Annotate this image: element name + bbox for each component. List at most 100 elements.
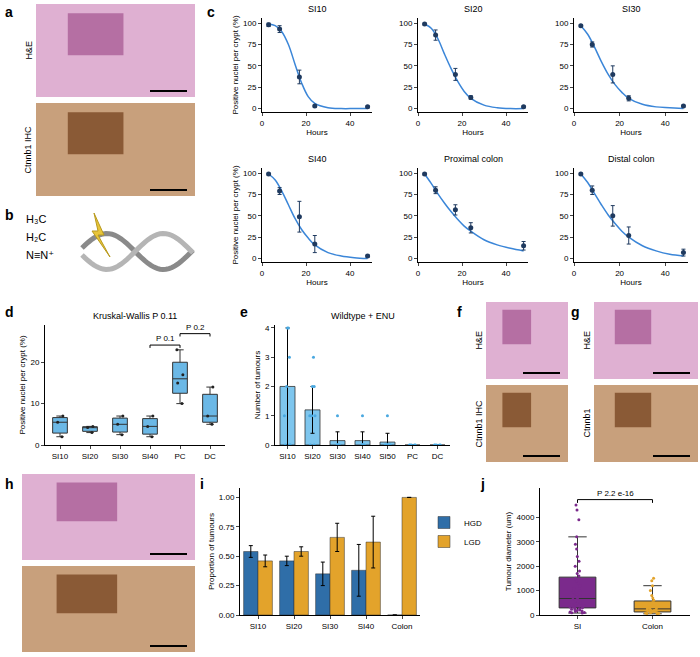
svg-text:Tumour diameter (um): Tumour diameter (um): [504, 512, 513, 592]
svg-text:0: 0: [252, 104, 257, 113]
svg-text:0: 0: [408, 104, 413, 113]
svg-text:a: a: [5, 4, 13, 20]
svg-text:SI20: SI20: [286, 622, 303, 631]
svg-text:SI50: SI50: [379, 452, 396, 461]
svg-text:4: 4: [265, 324, 270, 333]
svg-text:Hours: Hours: [306, 278, 327, 287]
svg-text:1: 1: [265, 412, 270, 421]
svg-text:Distal colon: Distal colon: [608, 154, 655, 164]
svg-text:0: 0: [35, 441, 40, 450]
svg-text:Proportion of tumours: Proportion of tumours: [207, 513, 216, 590]
svg-text:SI30: SI30: [112, 452, 129, 461]
svg-text:100: 100: [555, 169, 569, 178]
svg-text:0: 0: [260, 269, 265, 278]
svg-text:0: 0: [564, 254, 569, 263]
svg-text:H₂C: H₂C: [26, 231, 46, 243]
svg-text:Wildtype + ENU: Wildtype + ENU: [331, 311, 395, 321]
svg-text:j: j: [480, 476, 485, 492]
svg-text:H&E: H&E: [474, 331, 484, 350]
svg-text:d: d: [5, 304, 14, 320]
svg-text:Proximal colon: Proximal colon: [444, 154, 503, 164]
svg-text:N≡N⁺: N≡N⁺: [26, 249, 54, 261]
svg-text:100: 100: [555, 19, 569, 28]
svg-text:20: 20: [30, 358, 39, 367]
svg-text:25: 25: [247, 83, 256, 92]
svg-text:4000: 4000: [517, 513, 535, 522]
svg-text:0: 0: [564, 104, 569, 113]
svg-text:H&E: H&E: [24, 41, 34, 60]
svg-text:Ctnnb1: Ctnnb1: [582, 408, 592, 437]
svg-text:20: 20: [615, 119, 624, 128]
svg-text:PC: PC: [407, 452, 418, 461]
svg-text:2000: 2000: [517, 562, 535, 571]
svg-text:Hours: Hours: [462, 128, 483, 137]
svg-text:50: 50: [403, 62, 412, 71]
svg-text:0: 0: [265, 441, 270, 450]
svg-text:40: 40: [346, 119, 355, 128]
svg-text:SI20: SI20: [464, 4, 483, 14]
svg-text:40: 40: [661, 269, 670, 278]
svg-text:Hours: Hours: [620, 278, 641, 287]
svg-text:40: 40: [346, 269, 355, 278]
svg-text:0: 0: [530, 611, 535, 620]
svg-text:1000: 1000: [517, 586, 535, 595]
svg-text:Hours: Hours: [306, 128, 327, 137]
svg-text:Ctnnb1 IHC: Ctnnb1 IHC: [474, 400, 484, 448]
svg-text:Colon: Colon: [392, 622, 413, 631]
svg-text:g: g: [571, 304, 580, 320]
svg-text:SI30: SI30: [322, 622, 339, 631]
svg-text:0: 0: [572, 269, 577, 278]
svg-text:0.00: 0.00: [219, 611, 235, 620]
svg-text:Kruskal-Wallis P 0.11: Kruskal-Wallis P 0.11: [93, 311, 177, 321]
svg-text:2: 2: [265, 382, 270, 391]
svg-text:b: b: [5, 207, 14, 223]
svg-text:DC: DC: [204, 452, 216, 461]
svg-text:Positive nuclei per crypt (%): Positive nuclei per crypt (%): [18, 335, 27, 434]
svg-text:40: 40: [502, 269, 511, 278]
svg-text:e: e: [240, 304, 248, 320]
svg-text:HGD: HGD: [464, 519, 482, 528]
svg-text:Hours: Hours: [620, 128, 641, 137]
svg-text:Number of tumours: Number of tumours: [253, 351, 262, 419]
svg-text:H&E: H&E: [582, 331, 592, 350]
svg-text:75: 75: [403, 190, 412, 199]
svg-text:75: 75: [247, 40, 256, 49]
svg-text:50: 50: [559, 212, 568, 221]
svg-text:20: 20: [458, 119, 467, 128]
svg-text:25: 25: [247, 233, 256, 242]
svg-text:SI30: SI30: [329, 452, 346, 461]
svg-text:40: 40: [502, 119, 511, 128]
svg-text:1.00: 1.00: [219, 493, 235, 502]
svg-text:SI10: SI10: [308, 4, 327, 14]
svg-text:75: 75: [403, 40, 412, 49]
svg-text:50: 50: [247, 212, 256, 221]
svg-text:20: 20: [302, 119, 311, 128]
svg-text:0: 0: [416, 269, 421, 278]
svg-text:20: 20: [302, 269, 311, 278]
svg-text:25: 25: [403, 233, 412, 242]
svg-text:H₃C: H₃C: [26, 213, 46, 225]
svg-text:50: 50: [247, 62, 256, 71]
svg-text:20: 20: [458, 269, 467, 278]
svg-text:50: 50: [559, 62, 568, 71]
svg-text:i: i: [200, 476, 204, 492]
svg-text:P 2.2 e-16: P 2.2 e-16: [597, 489, 634, 498]
svg-text:SI10: SI10: [52, 452, 69, 461]
svg-text:SI: SI: [574, 622, 582, 631]
svg-text:Hours: Hours: [462, 278, 483, 287]
svg-text:75: 75: [559, 190, 568, 199]
svg-text:SI20: SI20: [82, 452, 99, 461]
svg-text:SI40: SI40: [142, 452, 159, 461]
svg-text:DC: DC: [432, 452, 444, 461]
svg-text:Positive nuclei per crypt (%): Positive nuclei per crypt (%): [231, 15, 240, 114]
svg-text:25: 25: [403, 83, 412, 92]
svg-text:Colon: Colon: [642, 622, 663, 631]
svg-text:0: 0: [408, 254, 413, 263]
svg-text:0.75: 0.75: [219, 523, 235, 532]
svg-text:Positive nuclei per crypt (%): Positive nuclei per crypt (%): [231, 165, 240, 264]
svg-text:0.25: 0.25: [219, 581, 235, 590]
svg-text:SI10: SI10: [250, 622, 267, 631]
svg-text:0: 0: [260, 119, 265, 128]
svg-text:3: 3: [265, 353, 270, 362]
svg-text:25: 25: [559, 83, 568, 92]
